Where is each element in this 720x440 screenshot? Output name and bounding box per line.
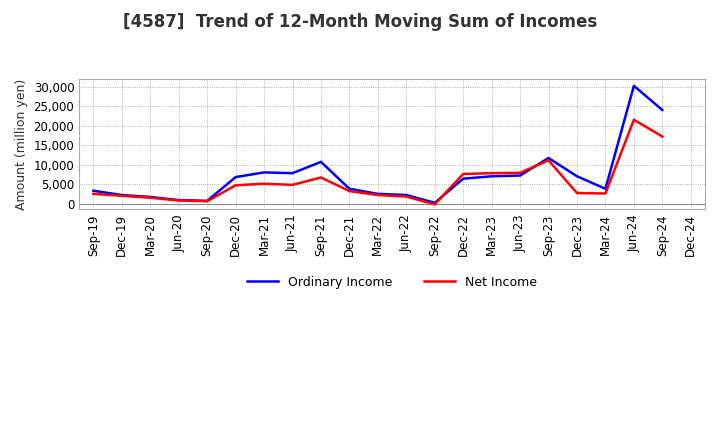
Net Income — [487, 171, 496, 176]
Ordinary Income — [146, 194, 155, 200]
Net Income — [288, 182, 297, 187]
Ordinary Income — [572, 174, 581, 179]
Ordinary Income — [374, 191, 382, 197]
Net Income — [572, 191, 581, 196]
Net Income — [629, 117, 638, 122]
Ordinary Income — [288, 171, 297, 176]
Net Income — [345, 188, 354, 194]
Legend: Ordinary Income, Net Income: Ordinary Income, Net Income — [242, 271, 542, 293]
Ordinary Income — [601, 186, 610, 191]
Net Income — [174, 198, 183, 203]
Net Income — [374, 192, 382, 198]
Ordinary Income — [174, 198, 183, 203]
Ordinary Income — [459, 176, 467, 181]
Text: [4587]  Trend of 12-Month Moving Sum of Incomes: [4587] Trend of 12-Month Moving Sum of I… — [123, 13, 597, 31]
Net Income — [89, 191, 98, 197]
Net Income — [231, 183, 240, 188]
Ordinary Income — [203, 198, 212, 204]
Net Income — [402, 194, 410, 199]
Net Income — [658, 134, 667, 139]
Ordinary Income — [544, 155, 553, 161]
Line: Ordinary Income: Ordinary Income — [94, 86, 662, 203]
Net Income — [317, 175, 325, 180]
Net Income — [146, 195, 155, 200]
Ordinary Income — [89, 188, 98, 193]
Ordinary Income — [231, 174, 240, 180]
Ordinary Income — [402, 192, 410, 198]
Ordinary Income — [260, 170, 269, 175]
Net Income — [544, 158, 553, 163]
Ordinary Income — [658, 107, 667, 113]
Ordinary Income — [629, 83, 638, 88]
Ordinary Income — [317, 159, 325, 165]
Net Income — [601, 191, 610, 196]
Y-axis label: Amount (million yen): Amount (million yen) — [15, 78, 28, 210]
Ordinary Income — [431, 200, 439, 205]
Net Income — [516, 170, 524, 176]
Ordinary Income — [117, 192, 126, 198]
Ordinary Income — [487, 174, 496, 179]
Ordinary Income — [345, 186, 354, 191]
Net Income — [459, 171, 467, 176]
Net Income — [203, 198, 212, 204]
Line: Net Income: Net Income — [94, 120, 662, 205]
Ordinary Income — [516, 173, 524, 178]
Net Income — [431, 202, 439, 207]
Net Income — [117, 193, 126, 198]
Net Income — [260, 181, 269, 187]
